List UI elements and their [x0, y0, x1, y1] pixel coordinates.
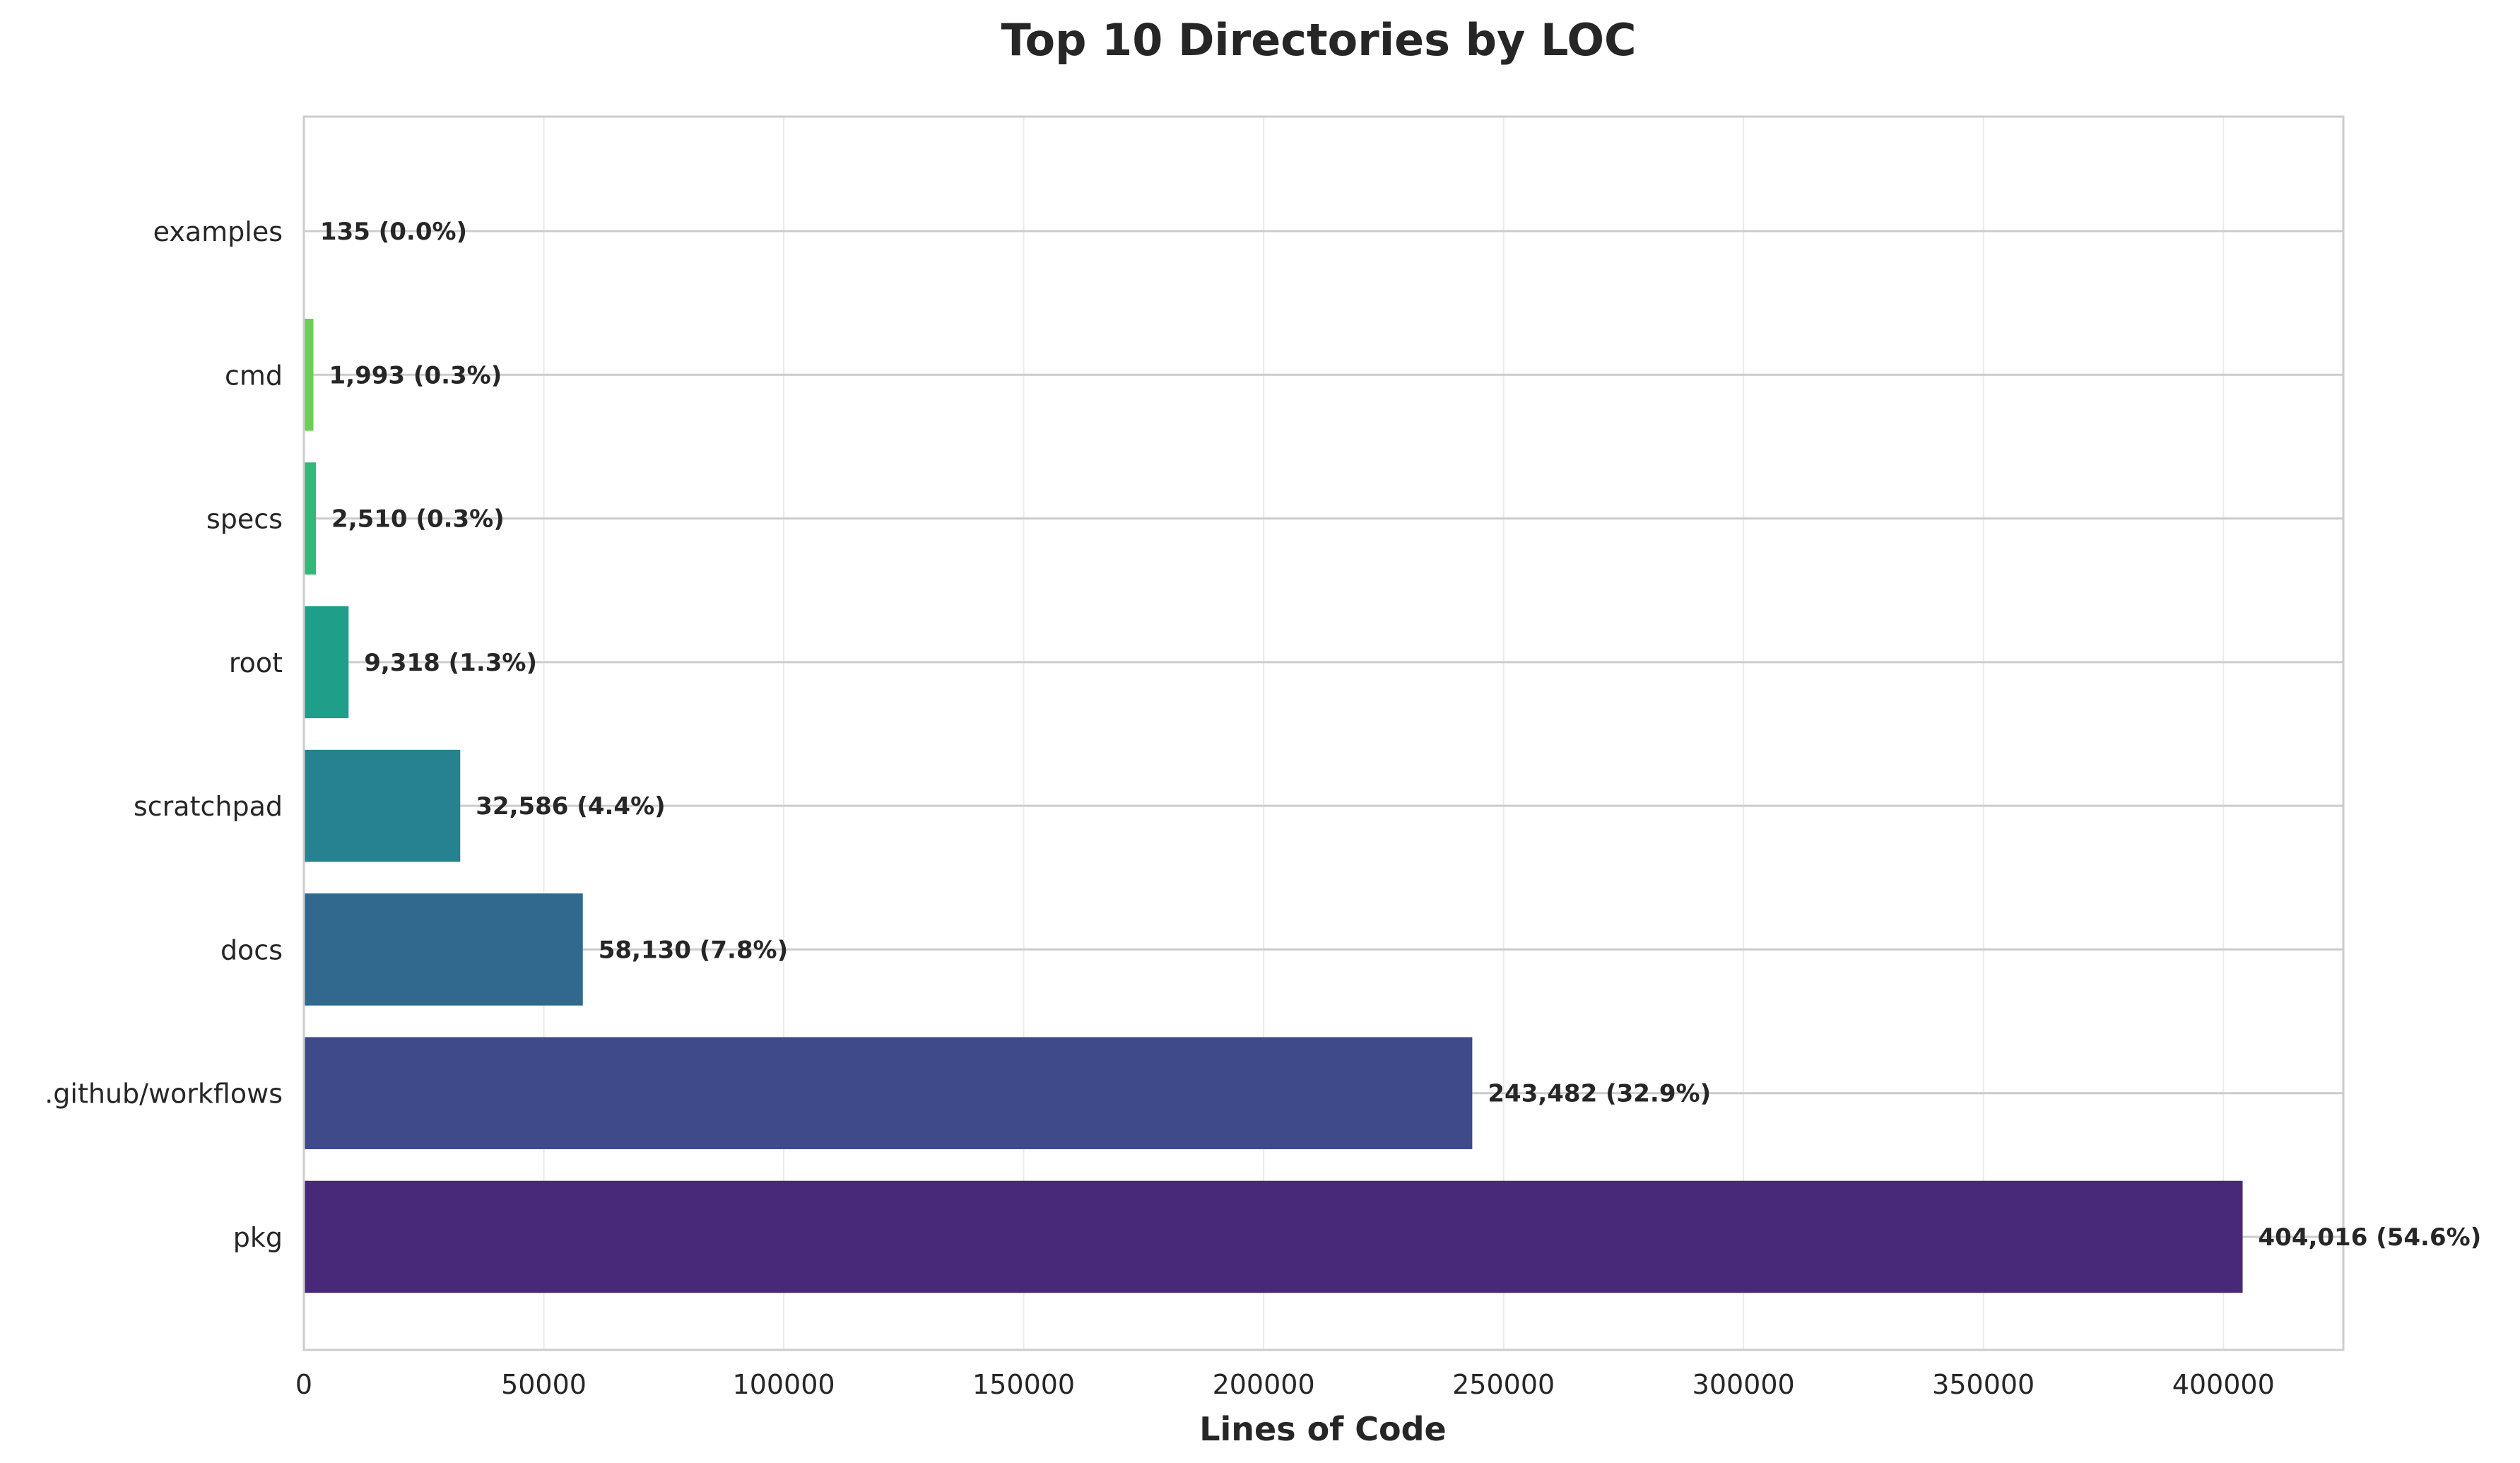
bar: [304, 606, 349, 719]
data-labels: 404,016 (54.6%) 243,482 (32.9%) 58,130 (7.…: [320, 218, 2481, 1252]
data-label: 32,586 (4.4%): [476, 792, 665, 821]
data-label: 135 (0.0%): [320, 218, 467, 246]
bar: [304, 1037, 1473, 1149]
data-label: 9,318 (1.3%): [364, 649, 537, 677]
data-label: 243,482 (32.9%): [1488, 1080, 1711, 1108]
y-tick-label: pkg: [233, 1222, 283, 1253]
x-axis-label: Lines of Code: [1199, 1410, 1447, 1448]
y-tick-label: .github/workflows: [45, 1079, 283, 1110]
plot-area-frame: [302, 115, 2345, 1351]
y-tick-label: docs: [220, 934, 283, 965]
x-tick-label: 100000: [733, 1369, 835, 1400]
y-tick-label: examples: [153, 216, 283, 247]
x-tick-label: 400000: [2172, 1369, 2275, 1400]
bar: [304, 462, 317, 575]
bars: [304, 175, 2243, 1293]
data-label: 1,993 (0.3%): [329, 361, 502, 389]
chart-title: Top 10 Directories by LOC: [1001, 14, 1636, 66]
y-axis-ticks: pkg .github/workflows docs scratchpad root sp…: [45, 216, 283, 1253]
x-tick-label: 0: [295, 1369, 312, 1400]
data-label: 2,510 (0.3%): [331, 505, 505, 534]
y-tick-label: specs: [206, 504, 283, 535]
bar: [304, 893, 583, 1006]
x-tick-label: 200000: [1213, 1369, 1315, 1400]
data-label: 404,016 (54.6%): [2259, 1223, 2482, 1252]
data-label: 58,130 (7.8%): [599, 936, 788, 964]
y-tick-label: cmd: [225, 360, 283, 391]
x-tick-label: 50000: [501, 1369, 587, 1400]
x-axis-ticks: 0 50000 100000 150000 200000 250000 300000 3500…: [295, 1369, 2275, 1400]
x-tick-label: 350000: [1932, 1369, 2035, 1400]
bar: [304, 319, 314, 431]
y-tick-label: scratchpad: [134, 791, 283, 822]
x-tick-label: 150000: [972, 1369, 1075, 1400]
x-tick-label: 250000: [1452, 1369, 1555, 1400]
x-tick-label: 300000: [1692, 1369, 1795, 1400]
y-tick-label: root: [229, 647, 283, 678]
bar: [304, 1180, 2243, 1293]
bar: [304, 749, 461, 862]
